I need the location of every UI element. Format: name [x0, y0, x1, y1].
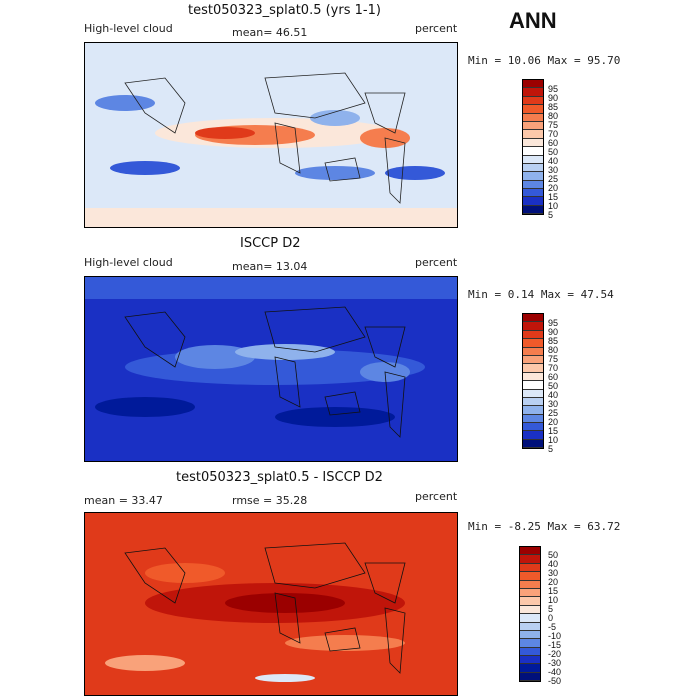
legend-tick: 40 [548, 156, 559, 166]
season-label: ANN [509, 8, 557, 33]
legend-tick: 10 [548, 595, 559, 605]
legend-tick: 30 [548, 568, 559, 578]
panel3-minmax: Min = -8.25 Max = 63.72 [468, 520, 621, 533]
panel3-rmse-label: rmse = 35.28 [232, 494, 308, 507]
legend-tick: 15 [548, 426, 559, 436]
legend-tick: 25 [548, 408, 559, 418]
legend-tick: 5 [548, 444, 554, 454]
legend-tick: 50 [548, 381, 559, 391]
legend-tick: 85 [548, 102, 559, 112]
legend-tick: 5 [548, 210, 554, 220]
legend-tick: 5 [548, 604, 554, 614]
panel3-colorbar [519, 546, 541, 683]
legend-tick: 30 [548, 399, 559, 409]
panel2-colorbar [522, 313, 544, 450]
panel3-units-label: percent [415, 490, 458, 503]
legend-tick: 50 [548, 147, 559, 157]
legend-tick: 50 [548, 550, 559, 560]
legend-tick: -20 [548, 649, 562, 659]
panel2-mean-label: mean= 13.04 [232, 260, 308, 273]
panel2-variable-label: High-level cloud [84, 256, 173, 269]
legend-tick: 40 [548, 390, 559, 400]
legend-tick: 30 [548, 165, 559, 175]
panel1-title: test050323_splat0.5 (yrs 1-1) [188, 3, 381, 18]
legend-tick: -10 [548, 631, 562, 641]
legend-tick: 90 [548, 93, 559, 103]
panel3-map [84, 512, 458, 696]
legend-tick: 40 [548, 559, 559, 569]
legend-tick: 95 [548, 84, 559, 94]
legend-tick: 80 [548, 111, 559, 121]
legend-tick: 60 [548, 138, 559, 148]
legend-tick: 10 [548, 435, 559, 445]
legend-tick: 75 [548, 354, 559, 364]
legend-tick: 70 [548, 129, 559, 139]
legend-tick: -15 [548, 640, 562, 650]
legend-tick: 80 [548, 345, 559, 355]
panel1-variable-label: High-level cloud [84, 22, 173, 35]
panel3-title: test050323_splat0.5 - ISCCP D2 [176, 470, 383, 485]
panel1-minmax: Min = 10.06 Max = 95.70 [468, 54, 621, 67]
legend-tick: 20 [548, 183, 559, 193]
legend-tick: 15 [548, 586, 559, 596]
panel1-mean-label: mean= 46.51 [232, 26, 308, 39]
legend-tick: 85 [548, 336, 559, 346]
legend-tick: 20 [548, 417, 559, 427]
legend-tick: 25 [548, 174, 559, 184]
panel1-map [84, 42, 458, 228]
panel1-units-label: percent [415, 22, 458, 35]
panel2-map [84, 276, 458, 462]
legend-tick: 75 [548, 120, 559, 130]
legend-tick: 70 [548, 363, 559, 373]
legend-tick: 15 [548, 192, 559, 202]
legend-tick: -50 [548, 676, 562, 686]
panel3-mean-label: mean = 33.47 [84, 494, 163, 507]
legend-tick: 0 [548, 613, 554, 623]
legend-tick: -30 [548, 658, 562, 668]
legend-tick: -40 [548, 667, 562, 677]
panel1-colorbar [522, 79, 544, 216]
legend-tick: 60 [548, 372, 559, 382]
legend-tick: 20 [548, 577, 559, 587]
legend-tick: -5 [548, 622, 557, 632]
panel2-minmax: Min = 0.14 Max = 47.54 [468, 288, 614, 301]
panel2-units-label: percent [415, 256, 458, 269]
panel2-title: ISCCP D2 [240, 236, 301, 251]
legend-tick: 10 [548, 201, 559, 211]
legend-tick: 90 [548, 327, 559, 337]
legend-tick: 95 [548, 318, 559, 328]
